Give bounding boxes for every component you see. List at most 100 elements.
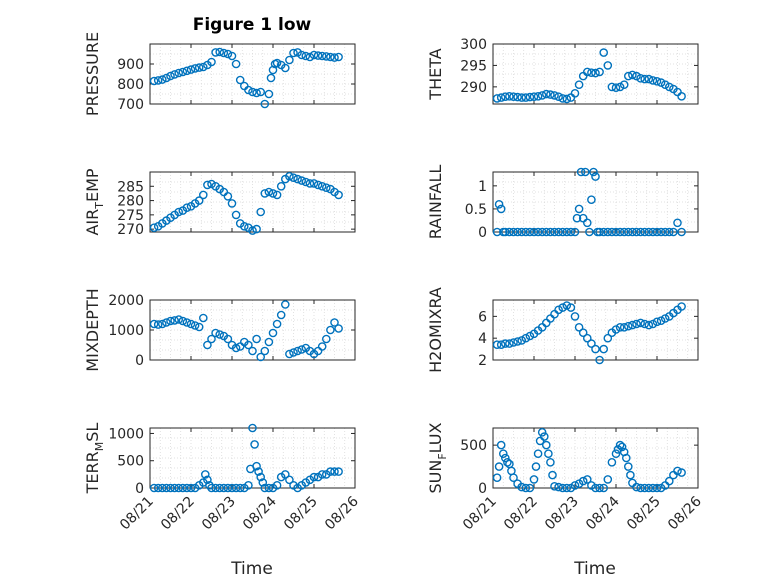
- data-point: [266, 73, 276, 83]
- data-point: [250, 440, 259, 449]
- data-point: [677, 468, 686, 477]
- x-tick-label: 08/26: [322, 493, 362, 533]
- data-point: [492, 94, 502, 103]
- x-tick-label: 08/24: [240, 493, 280, 533]
- data-point: [652, 227, 662, 237]
- data-point: [258, 478, 268, 487]
- data-point: [272, 319, 282, 329]
- data-point: [203, 475, 212, 485]
- data-point: [611, 449, 621, 459]
- data-point: [677, 302, 686, 311]
- data-point: [280, 63, 290, 73]
- data-point: [525, 227, 535, 237]
- data-point: [297, 50, 307, 60]
- data-point: [198, 190, 208, 200]
- data-series: [492, 48, 686, 104]
- data-point: [603, 475, 613, 484]
- data-point: [276, 310, 286, 320]
- data-point: [162, 483, 171, 493]
- data-point: [619, 227, 629, 237]
- data-point: [293, 174, 302, 184]
- data-point: [285, 55, 294, 65]
- data-point: [619, 80, 629, 89]
- data-point: [317, 51, 327, 61]
- data-point: [334, 190, 343, 200]
- data-point: [254, 467, 263, 476]
- data-point: [272, 58, 282, 68]
- data-point: [587, 339, 596, 348]
- subplot-terr-msl: 0 500 1000 08/21 08/22 08/23 08/24 08/25 08/26 TE…: [83, 423, 362, 534]
- data-point: [574, 204, 584, 214]
- data-point: [628, 70, 637, 80]
- data-point: [207, 179, 216, 189]
- data-point: [599, 48, 609, 57]
- data-point: [252, 224, 261, 234]
- axes-box: [149, 171, 356, 233]
- data-point: [533, 227, 543, 237]
- axes-box: [492, 43, 699, 105]
- data-point: [537, 227, 547, 237]
- data-point: [235, 75, 245, 85]
- data-point: [162, 318, 171, 327]
- data-point: [178, 483, 188, 493]
- data-point: [566, 303, 576, 312]
- data-point: [513, 92, 522, 102]
- data-point: [190, 64, 200, 73]
- data-point: [256, 352, 266, 362]
- data-point: [677, 227, 686, 237]
- data-point: [669, 470, 678, 480]
- figure-title: Figure 1 low: [193, 15, 312, 35]
- data-point: [264, 89, 274, 99]
- subplot-mixdepth: 0 1000 2000 MIXDEPTH: [83, 288, 356, 372]
- data-point: [309, 179, 319, 188]
- data-point: [203, 340, 212, 350]
- data-point: [321, 183, 331, 192]
- data-point: [149, 483, 159, 493]
- data-point: [260, 483, 270, 493]
- data-point: [211, 328, 220, 338]
- data-point: [293, 346, 302, 356]
- data-series: [149, 47, 343, 109]
- grid-lines: [492, 428, 699, 488]
- data-point: [517, 482, 527, 492]
- y-axis-label: PRESSURE: [83, 32, 102, 116]
- data-point: [607, 457, 617, 467]
- data-point: [305, 52, 315, 62]
- data-point: [248, 226, 257, 235]
- data-point: [509, 92, 518, 101]
- data-point: [537, 91, 547, 100]
- data-point: [570, 312, 580, 321]
- y-tick-label: 900: [117, 57, 144, 73]
- data-point: [611, 83, 621, 92]
- data-point: [591, 68, 600, 78]
- data-point: [550, 309, 559, 319]
- subplot-rainfall: 0 0.5 1 RAINFALL: [426, 165, 699, 241]
- data-point: [272, 480, 282, 490]
- data-point: [505, 339, 514, 348]
- data-point: [285, 171, 294, 181]
- data-point: [231, 59, 241, 69]
- data-point: [513, 337, 522, 346]
- data-point: [636, 318, 645, 328]
- data-point: [492, 227, 502, 237]
- data-point: [603, 227, 613, 237]
- data-point: [529, 92, 539, 101]
- data-point: [628, 227, 637, 237]
- data-point: [644, 483, 654, 493]
- data-point: [554, 482, 563, 492]
- data-point: [178, 67, 188, 77]
- data-point: [252, 88, 261, 98]
- grid-lines: [492, 44, 699, 104]
- data-point: [626, 470, 635, 480]
- data-point: [334, 324, 343, 333]
- data-point: [317, 470, 327, 479]
- y-tick-label: 0: [135, 353, 144, 369]
- data-point: [578, 71, 588, 81]
- data-point: [648, 483, 658, 493]
- data-point: [186, 483, 196, 493]
- data-point: [186, 319, 196, 329]
- data-point: [313, 180, 323, 190]
- data-point: [178, 316, 188, 326]
- data-point: [562, 483, 572, 493]
- data-point: [546, 314, 555, 323]
